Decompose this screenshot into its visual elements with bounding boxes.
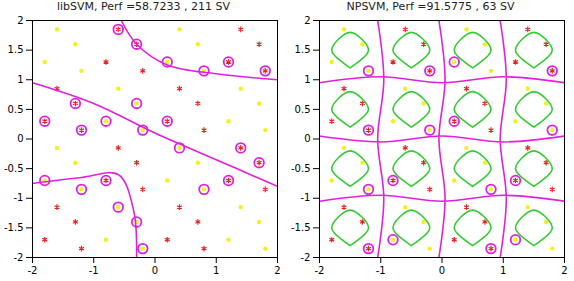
- svg-text:-2: -2: [14, 252, 24, 263]
- svg-text:1.5: 1.5: [295, 44, 311, 55]
- svg-text:0: 0: [439, 265, 445, 276]
- svg-text:1: 1: [500, 265, 506, 276]
- svg-text:0: 0: [152, 265, 158, 276]
- svg-text:1: 1: [213, 265, 219, 276]
- svg-text:-2: -2: [315, 265, 325, 276]
- svg-text:2: 2: [17, 15, 23, 26]
- svg-text:0.5: 0.5: [295, 104, 311, 115]
- svg-text:-1: -1: [14, 192, 24, 203]
- svg-text:0: 0: [17, 133, 23, 144]
- svg-text:1: 1: [17, 74, 23, 85]
- svg-text:-1.5: -1.5: [4, 222, 24, 233]
- svg-text:1.5: 1.5: [8, 44, 24, 55]
- svg-text:-1.5: -1.5: [291, 222, 311, 233]
- svg-text:2: 2: [274, 265, 280, 276]
- svg-text:-2: -2: [301, 252, 311, 263]
- html-text:libSVM, Perf =58.7233 , 211 SV: libSVM, Perf =58.7233 , 211 SV: [56, 0, 231, 13]
- svg-text:-0.5: -0.5: [291, 163, 311, 174]
- svg-text:-2: -2: [28, 265, 38, 276]
- html-text:NPSVM, Perf =91.5775 , 63 SV: NPSVM, Perf =91.5775 , 63 SV: [346, 0, 515, 13]
- svg-text:-1: -1: [89, 265, 99, 276]
- svg-text:-1: -1: [301, 192, 311, 203]
- svg-text:0.5: 0.5: [8, 104, 24, 115]
- svg-text:-0.5: -0.5: [4, 163, 24, 174]
- svg-text:0: 0: [304, 133, 310, 144]
- svg-text:1: 1: [304, 74, 310, 85]
- svg-text:2: 2: [304, 15, 310, 26]
- svg-text:-1: -1: [376, 265, 386, 276]
- svg-text:2: 2: [561, 265, 567, 276]
